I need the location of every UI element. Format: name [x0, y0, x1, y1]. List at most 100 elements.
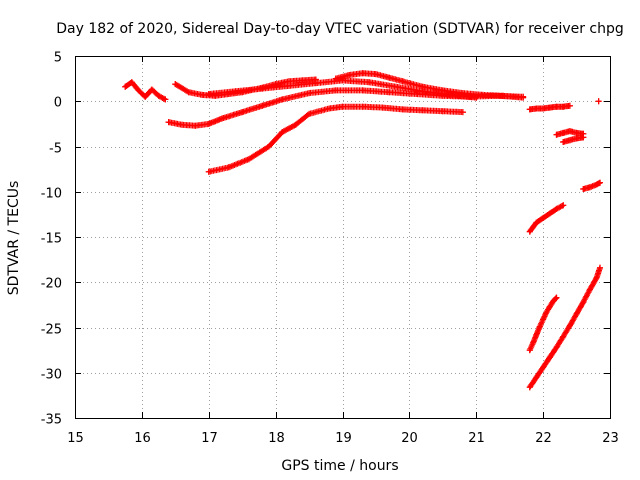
- data-point: [306, 90, 313, 97]
- y-tick-label: 5: [54, 51, 62, 66]
- data-series: [332, 70, 527, 101]
- x-tick-labels: 15 16 17 18 19 20 21 22 23: [67, 431, 619, 446]
- data-point: [128, 79, 135, 86]
- data-point: [299, 77, 306, 84]
- data-point: [122, 83, 129, 90]
- data-point: [520, 94, 527, 101]
- data-point: [306, 110, 313, 117]
- data-points-trace: [560, 134, 587, 145]
- data-point: [479, 91, 486, 98]
- data-point: [573, 129, 580, 136]
- data-point: [580, 134, 587, 141]
- y-tick-label: -35: [41, 413, 62, 428]
- data-point: [219, 115, 226, 122]
- y-tick-label: -5: [49, 142, 62, 157]
- data-point: [566, 322, 573, 329]
- y-axis-label: SDTVAR / TECUs: [6, 181, 22, 296]
- x-tick-label: 22: [535, 431, 552, 446]
- data-point: [232, 88, 239, 95]
- data-point: [419, 83, 426, 90]
- data-point: [573, 310, 580, 317]
- data-point: [533, 331, 540, 338]
- data-point: [500, 92, 506, 99]
- data-series: [553, 128, 587, 138]
- data-point: [239, 109, 246, 116]
- data-point: [332, 87, 339, 94]
- data-point: [566, 128, 573, 135]
- data-point: [553, 205, 560, 212]
- data-point: [162, 96, 169, 103]
- data-point: [386, 74, 393, 81]
- axis-ticks: [75, 56, 611, 419]
- data-points-trace: [205, 103, 466, 175]
- data-series: [560, 134, 587, 145]
- data-point: [560, 139, 567, 145]
- data-point: [536, 323, 543, 330]
- data-point: [359, 70, 366, 77]
- data-point: [526, 228, 533, 235]
- x-tick-label: 17: [201, 431, 218, 446]
- data-point: [205, 91, 212, 97]
- y-tick-label: -15: [41, 232, 62, 247]
- data-points: [122, 70, 603, 391]
- data-point: [185, 89, 192, 96]
- data-point: [586, 184, 593, 191]
- data-point: [259, 85, 266, 92]
- data-point: [586, 286, 593, 293]
- data-point: [312, 80, 319, 87]
- data-point: [439, 108, 446, 115]
- data-point: [597, 264, 603, 271]
- data-point: [546, 104, 553, 111]
- y-tick-label: -10: [41, 187, 62, 202]
- data-point: [386, 89, 393, 96]
- data-point: [286, 82, 292, 89]
- data-point: [573, 135, 580, 142]
- y-tick-label: -20: [41, 277, 62, 292]
- data-point: [533, 374, 540, 381]
- data-point: [540, 105, 547, 112]
- data-point: [399, 106, 406, 113]
- data-point: [540, 316, 547, 323]
- data-point: [593, 181, 600, 188]
- data-point: [560, 202, 567, 209]
- data-point: [142, 93, 149, 100]
- data-point: [439, 87, 446, 94]
- data-point: [265, 143, 272, 150]
- data-point: [597, 179, 603, 186]
- chart-title: Day 182 of 2020, Sidereal Day-to-day VTE…: [56, 21, 624, 37]
- data-point: [533, 219, 540, 226]
- data-point: [148, 86, 155, 93]
- y-tick-label: 0: [54, 96, 62, 111]
- data-point: [546, 210, 553, 217]
- data-point: [593, 274, 600, 281]
- data-point: [560, 333, 567, 340]
- data-point: [566, 137, 573, 144]
- data-point: [326, 105, 333, 112]
- x-tick-label: 16: [134, 431, 151, 446]
- data-point: [595, 98, 602, 105]
- data-series: [526, 202, 567, 235]
- data-point: [546, 303, 553, 310]
- data-point: [550, 298, 557, 305]
- data-point: [543, 309, 550, 316]
- data-point: [259, 102, 266, 109]
- data-point: [366, 79, 373, 86]
- data-point: [526, 347, 533, 354]
- data-point: [379, 104, 386, 111]
- data-point: [372, 71, 379, 78]
- data-points-trace: [526, 202, 567, 235]
- data-point: [553, 131, 560, 138]
- data-point: [580, 299, 587, 306]
- data-point: [292, 121, 299, 128]
- data-point: [560, 129, 567, 136]
- data-point: [279, 129, 286, 135]
- data-point: [553, 294, 560, 301]
- data-point: [359, 87, 366, 94]
- data-series: [526, 264, 603, 391]
- x-tick-label: 23: [602, 431, 619, 446]
- data-point: [553, 103, 560, 110]
- data-point: [172, 81, 179, 88]
- y-tick-labels: 5 0 -5 -10 -15 -20 -25 -30 -35: [41, 51, 62, 428]
- data-point: [553, 344, 560, 351]
